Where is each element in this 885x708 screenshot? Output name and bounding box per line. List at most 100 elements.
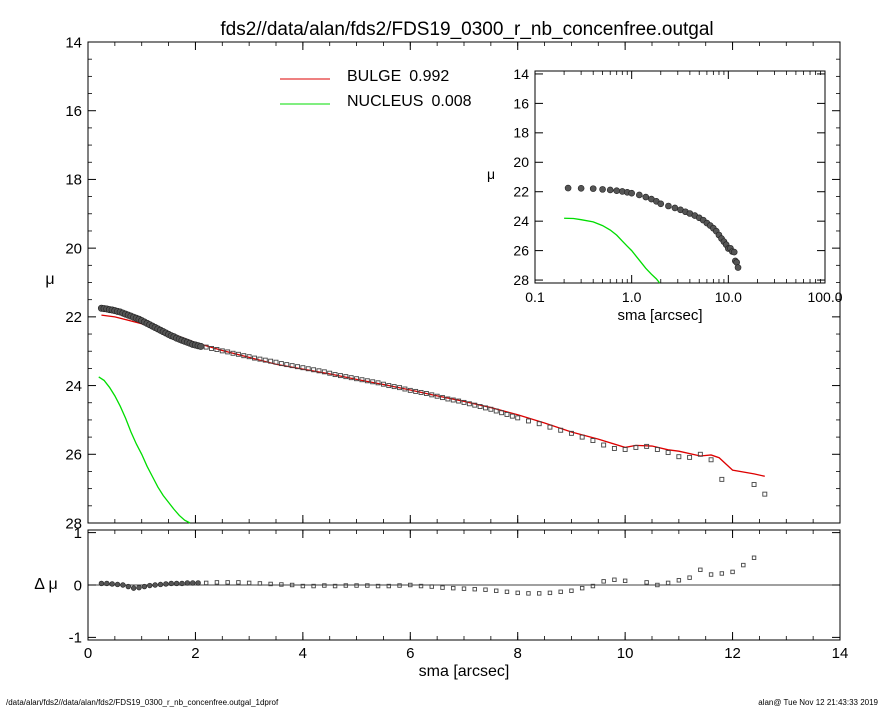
residual-dense-data-point bbox=[157, 581, 164, 588]
residual-data-point bbox=[708, 572, 714, 577]
residual-data-point bbox=[279, 582, 284, 587]
residual-data-point bbox=[537, 591, 542, 596]
main-x-ticks bbox=[87, 42, 841, 523]
inset-data-point bbox=[636, 191, 643, 199]
y-tick-label: 24 bbox=[65, 378, 82, 395]
main-sparse-points-series bbox=[203, 344, 768, 497]
inset-y-ticks: 14 16 18 20 22 24 26 28 bbox=[513, 66, 825, 288]
inset-y-axis-label: μ bbox=[487, 166, 495, 182]
main-data-point bbox=[284, 362, 290, 368]
inset-x-ticks: 0.1 1.0 10.0 100.0 bbox=[525, 71, 843, 305]
residual-dense-data-point bbox=[125, 583, 131, 590]
main-data-point bbox=[434, 393, 440, 399]
inset-points-series bbox=[564, 184, 742, 271]
residual-sparse-points-series bbox=[203, 555, 757, 596]
bulge-model-line bbox=[101, 314, 765, 477]
main-data-point bbox=[665, 450, 671, 456]
x-tick-label: 6 bbox=[406, 645, 414, 662]
main-data-point bbox=[332, 372, 338, 378]
inset-nucleus-model-line bbox=[564, 217, 661, 284]
residual-data-point bbox=[590, 583, 596, 589]
residual-data-point bbox=[655, 582, 660, 588]
main-data-point bbox=[278, 361, 284, 367]
main-data-point bbox=[601, 442, 607, 448]
y-tick-label: 16 bbox=[65, 103, 82, 120]
residual-data-point bbox=[676, 578, 682, 583]
y-tick-label: 22 bbox=[513, 184, 529, 200]
x-tick-label: 12 bbox=[724, 645, 741, 662]
residual-dense-data-point bbox=[114, 581, 121, 588]
main-data-point bbox=[354, 376, 360, 382]
residual-data-point bbox=[300, 583, 306, 589]
inset-data-point bbox=[564, 184, 572, 192]
main-data-point bbox=[429, 392, 435, 398]
residual-data-point bbox=[472, 586, 477, 592]
main-data-point bbox=[246, 354, 252, 360]
residual-data-point bbox=[579, 585, 585, 591]
legend: BULGE 0.992 NUCLEUS 0.008 bbox=[280, 68, 472, 110]
main-data-point bbox=[547, 424, 553, 430]
main-data-point bbox=[316, 368, 322, 374]
residual-data-point bbox=[751, 555, 757, 560]
residual-dense-data-point bbox=[179, 580, 185, 587]
footer-timestamp: alan@ Tue Nov 12 21:43:33 2019 bbox=[758, 698, 878, 707]
main-data-point bbox=[676, 454, 682, 460]
residual-data-point bbox=[418, 583, 424, 589]
main-data-point bbox=[450, 397, 456, 403]
residual-data-point bbox=[311, 583, 316, 589]
residual-dense-data-point bbox=[190, 580, 196, 586]
main-data-point bbox=[225, 349, 231, 355]
main-data-point bbox=[327, 370, 333, 376]
residual-y-ticks: -1 0 1 bbox=[69, 525, 840, 647]
main-y-axis-label: μ bbox=[45, 271, 54, 288]
legend-nucleus-label: NUCLEUS 0.008 bbox=[347, 93, 472, 110]
legend-bulge-label: BULGE 0.992 bbox=[347, 68, 449, 85]
residual-data-point bbox=[569, 588, 574, 593]
residual-data-point bbox=[461, 586, 467, 591]
main-data-point bbox=[445, 396, 451, 402]
residual-dense-data-point bbox=[168, 580, 174, 587]
residual-dense-points-series bbox=[98, 580, 201, 591]
main-data-point bbox=[273, 359, 279, 365]
main-data-point bbox=[558, 427, 564, 433]
main-data-point bbox=[311, 367, 317, 373]
inset-data-point bbox=[589, 185, 597, 192]
y-tick-label: 20 bbox=[513, 154, 529, 170]
residual-data-point bbox=[225, 580, 230, 585]
residual-data-point bbox=[397, 583, 402, 588]
x-tick-label: 10 bbox=[617, 645, 634, 662]
main-data-point bbox=[483, 405, 488, 411]
inset-data-point bbox=[599, 186, 606, 193]
main-data-point bbox=[622, 447, 628, 452]
residual-data-point bbox=[644, 580, 649, 585]
residual-dense-data-point bbox=[184, 580, 191, 586]
inset-log-plot-panel: 0.1 1.0 10.0 100.0 14 16 18 20 22 24 26 28 μ sma [… bbox=[487, 66, 843, 324]
nucleus-model-series bbox=[98, 376, 191, 524]
main-data-point bbox=[235, 351, 241, 357]
residual-data-point bbox=[246, 580, 252, 586]
y-tick-label: -1 bbox=[69, 630, 82, 647]
y-tick-label: 20 bbox=[65, 240, 82, 257]
inset-data-point bbox=[613, 187, 620, 194]
x-tick-label: 8 bbox=[514, 645, 522, 662]
residual-dense-data-point bbox=[136, 584, 142, 591]
main-data-point bbox=[203, 344, 209, 350]
main-data-point bbox=[472, 402, 478, 408]
residual-data-point bbox=[719, 571, 725, 576]
legend-nucleus-name: NUCLEUS bbox=[347, 93, 423, 110]
inset-data-point bbox=[734, 264, 742, 271]
x-tick-label: 1.0 bbox=[622, 289, 642, 305]
inset-data-point bbox=[657, 200, 665, 208]
main-data-point bbox=[456, 398, 462, 404]
main-data-point bbox=[499, 410, 505, 416]
inset-data-point bbox=[577, 185, 585, 192]
nucleus-model-line bbox=[98, 376, 191, 524]
main-data-point bbox=[214, 347, 220, 352]
figure-title: fds2//data/alan/fds2/FDS19_0300_r_nb_con… bbox=[220, 19, 713, 40]
residual-data-point bbox=[408, 582, 413, 588]
inset-nucleus-model-series bbox=[564, 217, 661, 284]
legend-bulge-name: BULGE bbox=[347, 68, 401, 85]
main-data-point bbox=[268, 358, 274, 364]
main-data-point bbox=[364, 378, 370, 384]
main-data-point bbox=[386, 383, 392, 389]
